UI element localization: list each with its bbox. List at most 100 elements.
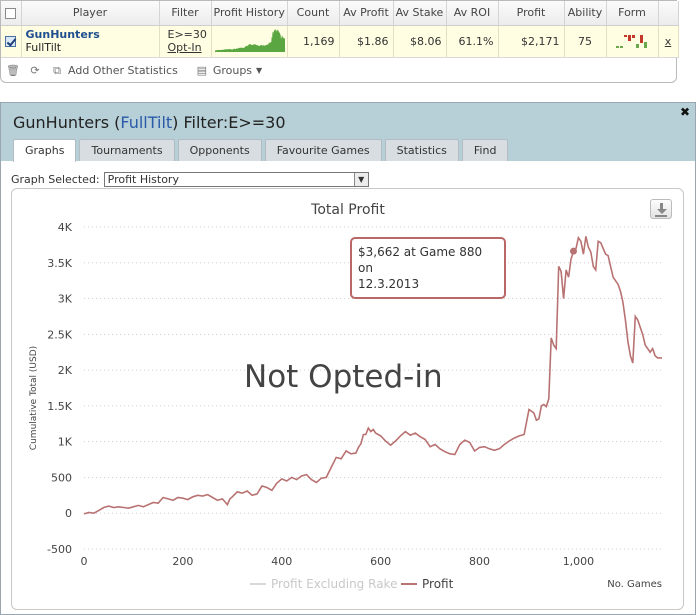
form-bar	[644, 41, 647, 48]
highlighted-data-point[interactable]	[569, 247, 577, 255]
column-header-filter[interactable]: Filter	[159, 1, 212, 26]
column-header-av-profit[interactable]: Av Profit	[339, 1, 394, 26]
graph-select-dropdown[interactable]: Profit History ▼	[103, 172, 369, 187]
series-line-profit[interactable]	[83, 235, 662, 515]
form-bar	[636, 43, 639, 48]
y-axis-label: Cumulative Total (USD)	[29, 346, 39, 450]
panel-header: GunHunters (FullTilt) Filter:E>=30 ✖ Gra…	[1, 103, 695, 162]
y-tick-label: 3.5K	[47, 257, 72, 270]
groups-icon: ▤	[196, 64, 208, 77]
form-bar	[632, 34, 635, 38]
add-other-statistics-button[interactable]: ⧉ Add Other Statistics	[49, 63, 178, 79]
sparkline-area	[214, 28, 285, 52]
select-all-checkbox-header[interactable]	[1, 1, 22, 26]
legend-item-profit-excluding-rake[interactable]: Profit Excluding Rake	[271, 577, 397, 591]
profit-history-sparkline-cell[interactable]	[211, 25, 288, 58]
av-profit-value: $1.86	[339, 25, 394, 58]
add-stats-icon: ⧉	[53, 63, 61, 77]
column-header-profit[interactable]: Profit	[498, 1, 565, 26]
chart-container: Total Profit -500 0 500 1K 1.5K 2K 2.5K 3K 3.5K 4K…	[11, 188, 684, 610]
download-icon[interactable]	[650, 199, 672, 219]
column-header-ability[interactable]: Ability	[564, 1, 607, 26]
filter-value: E>=30	[167, 28, 207, 41]
column-header-form[interactable]: Form	[606, 1, 659, 26]
refresh-icon[interactable]: ⟳	[30, 64, 40, 77]
form-bar	[616, 45, 619, 48]
graph-select-value: Profit History	[107, 173, 179, 186]
tab-find[interactable]: Find	[461, 139, 509, 161]
chart-title: Total Profit	[310, 202, 385, 218]
remove-row-button[interactable]: x	[658, 25, 679, 58]
player-stats-table: Player Filter Profit History Count Av Pr…	[1, 1, 679, 58]
close-icon[interactable]: ✖	[679, 105, 690, 119]
form-chart	[606, 25, 659, 58]
profit-chart[interactable]: Total Profit -500 0 500 1K 1.5K 2K 2.5K 3K 3.5K 4K…	[12, 189, 683, 609]
select-all-checkbox[interactable]	[5, 7, 17, 19]
legend-item-profit[interactable]: Profit	[422, 577, 454, 591]
panel-title-site-link[interactable]: FullTilt	[120, 113, 173, 132]
y-tick-label: 3K	[58, 293, 73, 306]
y-tick-label: 500	[51, 471, 72, 484]
ability-value: 75	[564, 25, 607, 58]
av-roi-value: 61.1%	[446, 25, 499, 58]
y-tick-label: 0	[65, 507, 72, 520]
groups-label: Groups	[212, 64, 253, 77]
tab-tournaments[interactable]: Tournaments	[79, 139, 175, 161]
y-tick-label: 1.5K	[47, 400, 72, 413]
player-stats-panel: Player Filter Profit History Count Av Pr…	[0, 0, 679, 83]
x-tick-label: 200	[172, 555, 193, 568]
x-tick-label: 800	[469, 555, 490, 568]
column-header-remove	[658, 1, 679, 26]
count-value: 1,169	[287, 25, 340, 58]
profit-history-sparkline[interactable]	[213, 26, 287, 54]
x-axis-label: No. Games	[607, 579, 662, 590]
y-tick-label: 2.5K	[47, 328, 72, 341]
x-tick-label: 600	[370, 555, 391, 568]
opt-in-link[interactable]: Opt-In	[167, 41, 202, 54]
form-bar	[624, 34, 627, 37]
column-header-av-roi[interactable]: Av ROI	[446, 1, 499, 26]
y-tick-label: 2K	[58, 364, 73, 377]
tooltip-line2: 12.3.2013	[358, 277, 420, 291]
x-tick-label: 0	[81, 555, 88, 568]
y-tick-label: -500	[47, 543, 72, 556]
profit-value: $2,171	[498, 25, 565, 58]
panel-tabs: Graphs Tournaments Opponents Favourite G…	[13, 139, 509, 162]
av-stake-value: $8.06	[393, 25, 447, 58]
row-checkbox-cell[interactable]	[1, 25, 22, 58]
chevron-down-icon[interactable]: ▼	[353, 173, 368, 186]
form-bar	[628, 34, 631, 41]
tab-graphs[interactable]: Graphs	[13, 139, 77, 162]
table-row[interactable]: GunHunters FullTilt E>=30 Opt-In 1,169 $…	[1, 25, 679, 58]
chart-legend: Profit Excluding Rake Profit	[250, 577, 454, 591]
y-tick-label: 4K	[58, 221, 73, 234]
tab-statistics[interactable]: Statistics	[384, 139, 459, 161]
player-detail-panel: GunHunters (FullTilt) Filter:E>=30 ✖ Gra…	[0, 102, 696, 615]
player-site: FullTilt	[25, 41, 62, 54]
panel-title-filter: Filter:E>=30	[183, 113, 286, 132]
stats-toolbar: 🗑 ⟳ ⧉ Add Other Statistics ▤ Groups ▼	[1, 58, 676, 83]
column-header-count[interactable]: Count	[287, 1, 340, 26]
form-bars	[616, 34, 648, 48]
groups-dropdown[interactable]: ▤ Groups ▼	[194, 63, 263, 79]
not-opted-in-overlay: Not Opted-in	[244, 359, 443, 395]
download-icon-base	[655, 215, 667, 217]
player-name-link[interactable]: GunHunters	[25, 28, 100, 41]
form-bar	[640, 34, 643, 43]
tab-favourite-games[interactable]: Favourite Games	[264, 139, 382, 161]
panel-title: GunHunters (FullTilt) Filter:E>=30	[13, 113, 286, 132]
column-header-player[interactable]: Player	[21, 1, 160, 26]
panel-title-player: GunHunters	[13, 113, 110, 132]
chart-tooltip: $3,662 at Game 880 on 12.3.2013	[350, 237, 506, 299]
graph-select-row: Graph Selected: Profit History ▼	[11, 172, 369, 187]
graph-selected-label: Graph Selected:	[11, 173, 100, 186]
row-checkbox[interactable]	[5, 36, 17, 47]
y-tick-label: 1K	[58, 436, 73, 449]
column-header-profit-history[interactable]: Profit History	[211, 1, 288, 26]
form-bar	[620, 45, 623, 48]
tab-opponents[interactable]: Opponents	[177, 139, 262, 161]
trash-icon[interactable]: 🗑	[6, 64, 20, 77]
x-tick-label: 1,000	[563, 555, 595, 568]
column-header-av-stake[interactable]: Av Stake	[393, 1, 447, 26]
x-tick-label: 400	[271, 555, 292, 568]
